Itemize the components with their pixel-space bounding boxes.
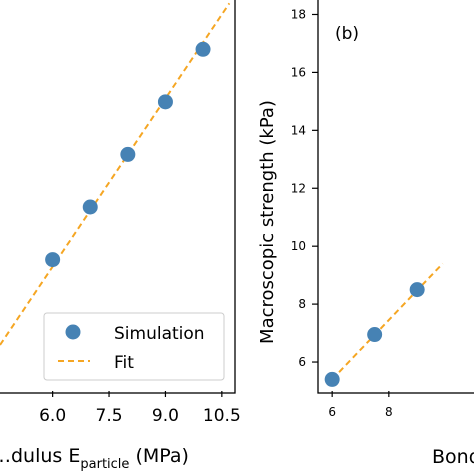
panel-a-data-point [195, 41, 211, 57]
panel-b-y-tick-label: 8 [298, 297, 306, 311]
panel-a-x-ticks: 6.0 7.5 9.0 10.5 [39, 391, 241, 426]
panel-b-data-point [324, 371, 340, 387]
panel-b-y-tick-label: 10 [291, 239, 306, 253]
panel-a-x-axis-label-subscript: particle [80, 457, 129, 472]
panel-b-fit-segment [331, 262, 444, 381]
panel-a-x-axis-label-prefix: …dulus E [0, 445, 80, 467]
panel-a-data-point [45, 252, 61, 268]
panel-a-x-tick-label: 9.0 [152, 406, 179, 426]
legend-simulation-marker [65, 324, 81, 340]
panel-a-frame [0, 0, 236, 394]
panel-b-data-point [367, 327, 383, 343]
panel-a: 6.0 7.5 9.0 10.5 Simulation Fit …dulus Epar… [0, 0, 241, 472]
panel-a-data-point [157, 94, 173, 110]
panel-b-y-axis-label: Macroscopic strength (kPa) [257, 100, 278, 344]
panel-b-x-tick-label: 6 [328, 405, 336, 419]
panel-b-data-point [409, 282, 425, 298]
panel-b-y-tick-label: 6 [298, 355, 306, 369]
panel-b-y-ticks: 6 8 10 12 14 16 18 [291, 7, 318, 369]
panel-a-x-tick-label: 7.5 [96, 406, 123, 426]
panel-b-points [324, 282, 425, 387]
legend-simulation-label: Simulation [114, 324, 205, 344]
panel-a-x-tick-label: 6.0 [39, 406, 66, 426]
panel-a-x-axis-label-suffix: (MPa) [129, 445, 189, 467]
panel-b-frame [317, 0, 474, 394]
panel-b-y-tick-label: 16 [291, 65, 306, 79]
panel-b-x-axis-label: Bond [432, 446, 474, 468]
legend-fit-label: Fit [114, 353, 134, 373]
panel-a-fit-line [0, 2, 231, 346]
panel-a-x-axis-label: …dulus Eparticle (MPa) [0, 445, 189, 472]
panel-a-points [45, 41, 211, 268]
panel-b-title: (b) [335, 24, 359, 44]
panel-b-y-tick-label: 12 [291, 181, 306, 195]
panel-a-fit-segment [0, 2, 231, 346]
panel-b-y-tick-label: 18 [291, 7, 306, 21]
panel-a-x-tick-label: 10.5 [203, 406, 241, 426]
legend-box [43, 312, 225, 381]
panel-b-fit-line [331, 262, 444, 381]
panel-b-x-tick-label: 8 [385, 405, 393, 419]
panel-a-data-point [120, 146, 136, 162]
panel-a-data-point [82, 199, 98, 215]
panel-b-y-tick-label: 14 [291, 123, 306, 137]
legend: Simulation Fit [43, 312, 225, 381]
